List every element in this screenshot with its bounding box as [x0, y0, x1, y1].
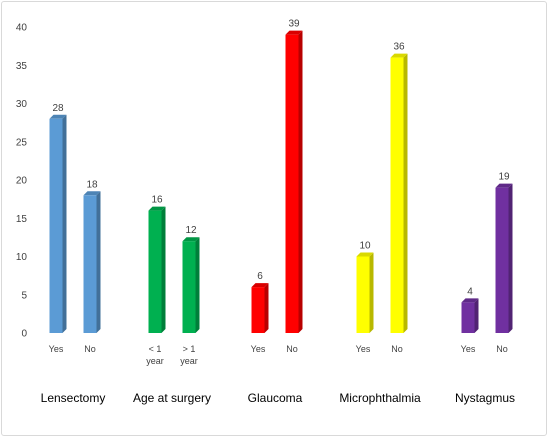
group-label: Glaucoma: [248, 391, 303, 405]
data-label: 12: [185, 225, 197, 236]
category-label: Yes: [49, 344, 64, 354]
y-tick-label: 15: [16, 214, 28, 225]
y-tick-label: 35: [16, 61, 28, 72]
bar-side: [403, 53, 408, 333]
bar-top: [285, 30, 303, 35]
bar-side: [474, 298, 479, 333]
data-label: 18: [86, 179, 98, 190]
bar: [148, 210, 162, 333]
category-label: > 1: [183, 344, 196, 354]
category-label: Yes: [251, 344, 266, 354]
bar-top: [461, 298, 479, 303]
data-label: 39: [288, 19, 300, 30]
bar-side: [508, 183, 513, 333]
category-label: Yes: [356, 344, 371, 354]
category-label: year: [180, 356, 198, 366]
category-label: < 1: [149, 344, 162, 354]
bar: [495, 187, 509, 333]
bar-top: [148, 206, 166, 211]
group-label: Lensectomy: [41, 391, 106, 405]
data-label: 19: [498, 172, 510, 183]
data-label: 10: [359, 241, 371, 252]
category-label: No: [84, 344, 96, 354]
bar-side: [264, 283, 269, 333]
y-tick-label: 0: [21, 329, 27, 340]
category-label: No: [391, 344, 403, 354]
category-label: year: [146, 356, 164, 366]
category-label: No: [286, 344, 298, 354]
bar: [83, 195, 97, 333]
y-tick-label: 20: [16, 176, 28, 187]
y-tick-label: 25: [16, 137, 28, 148]
y-tick-label: 5: [21, 290, 27, 301]
bar-side: [96, 191, 101, 333]
bar: [49, 118, 63, 333]
bar-top: [83, 191, 101, 196]
bar-side: [161, 206, 166, 333]
group-label: Nystagmus: [455, 391, 515, 405]
bar-side: [195, 237, 200, 333]
bar-top: [49, 114, 67, 119]
bar: [390, 57, 404, 333]
data-label: 28: [52, 103, 64, 114]
data-label: 16: [151, 195, 163, 206]
bar-top: [495, 183, 513, 188]
bar-top: [251, 283, 269, 288]
bar-top: [356, 252, 374, 257]
bar-side: [62, 114, 67, 333]
category-label: No: [496, 344, 508, 354]
bar: [356, 256, 370, 333]
bar-side: [369, 252, 374, 333]
data-label: 4: [467, 286, 473, 297]
data-label: 36: [393, 42, 405, 53]
data-label: 6: [257, 271, 263, 282]
group-label: Microphthalmia: [339, 391, 421, 405]
bar: [182, 241, 196, 333]
y-tick-label: 40: [16, 23, 28, 34]
category-label: Yes: [461, 344, 476, 354]
bar: [251, 287, 265, 333]
bar-top: [182, 237, 200, 242]
bar-side: [298, 30, 303, 334]
bar-top: [390, 53, 408, 58]
bar: [461, 302, 475, 333]
y-tick-label: 30: [16, 99, 28, 110]
bar: [285, 34, 299, 334]
y-tick-label: 10: [16, 252, 28, 263]
group-label: Age at surgery: [133, 391, 211, 405]
